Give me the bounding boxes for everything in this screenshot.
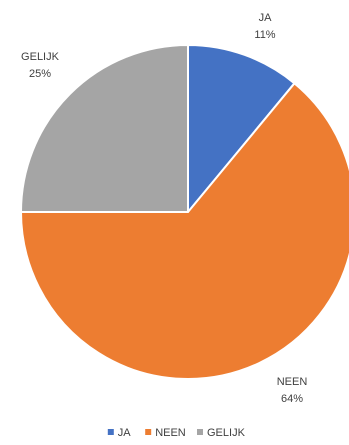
legend-swatch-ja (107, 429, 114, 435)
data-labels: JA 11% NEEN 64% GELIJK 25% (21, 12, 307, 405)
pie-slice-neen (20, 82, 349, 380)
legend-swatch-gelijk (197, 429, 203, 435)
legend-label-gelijk: GELIJK (207, 427, 246, 439)
pie-slice-ja (187, 44, 296, 213)
legend-label-ja: JA (118, 427, 132, 439)
legend-label-neen: NEEN (155, 427, 186, 439)
data-label-value-ja: 11% (254, 29, 275, 41)
data-label-value-gelijk: 25% (29, 68, 51, 80)
legend: JA NEEN GELIJK (107, 427, 246, 439)
pie-slice-gelijk (20, 44, 189, 213)
data-label-category-gelijk: GELIJK (21, 51, 60, 63)
legend-swatch-neen (145, 429, 152, 435)
pie-slices (20, 44, 349, 380)
data-label-category-ja: JA (259, 12, 273, 24)
data-label-category-neen: NEEN (277, 376, 308, 388)
data-label-value-neen: 64% (281, 393, 303, 405)
